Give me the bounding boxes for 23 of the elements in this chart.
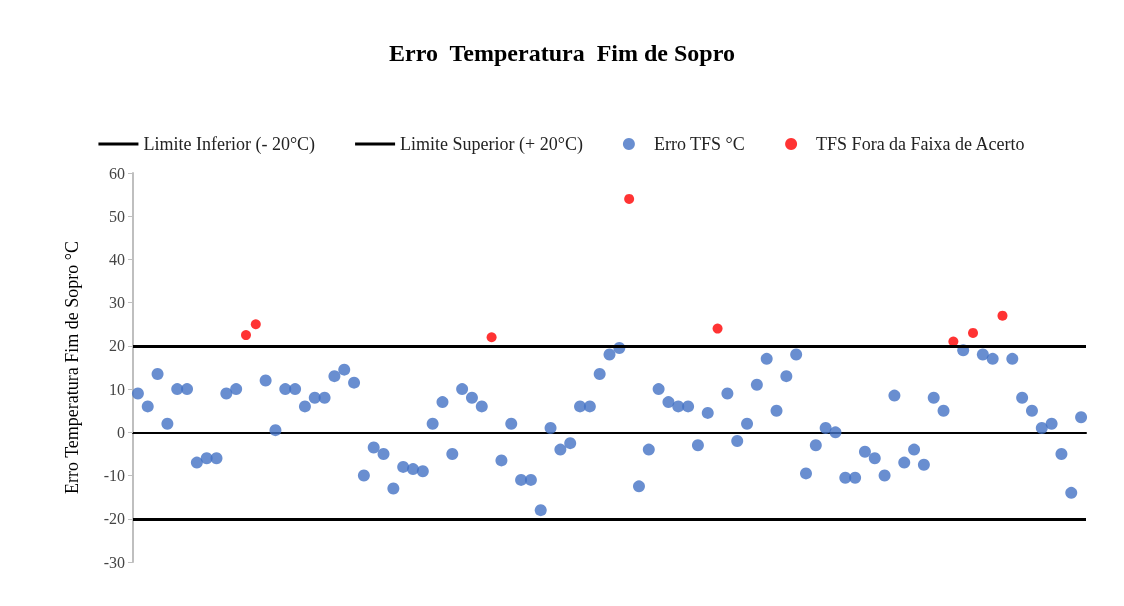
y-tick-label: -30 — [103, 553, 125, 571]
point — [624, 193, 635, 204]
y-tick-label: 0 — [117, 423, 125, 441]
legend-label: TFS Fora da Faixa de Acerto — [816, 134, 1025, 154]
point — [486, 332, 497, 343]
y-tick-label: 40 — [109, 250, 125, 268]
y-axis-title: Erro Temperatura Fim de Sopro °C — [62, 240, 82, 495]
y-tick-label: 20 — [109, 337, 125, 355]
point — [712, 323, 723, 334]
y-tick-label: -20 — [103, 510, 125, 528]
point — [968, 327, 979, 338]
y-tick-label: 60 — [109, 164, 125, 182]
y-tick-label: 10 — [109, 380, 125, 398]
chart-title: Erro Temperatura Fim de Sopro — [389, 40, 735, 66]
point — [997, 310, 1008, 321]
legend-label: Limite Superior (+ 20°C) — [400, 134, 583, 155]
legend-label: Erro TFS °C — [653, 134, 745, 154]
y-tick-label: 50 — [109, 207, 125, 225]
legend-label: Limite Inferior (- 20°C) — [143, 134, 316, 155]
y-tick-label: -10 — [103, 467, 125, 485]
point — [240, 330, 251, 341]
y-tick-label: 30 — [109, 294, 125, 312]
point — [250, 319, 261, 330]
